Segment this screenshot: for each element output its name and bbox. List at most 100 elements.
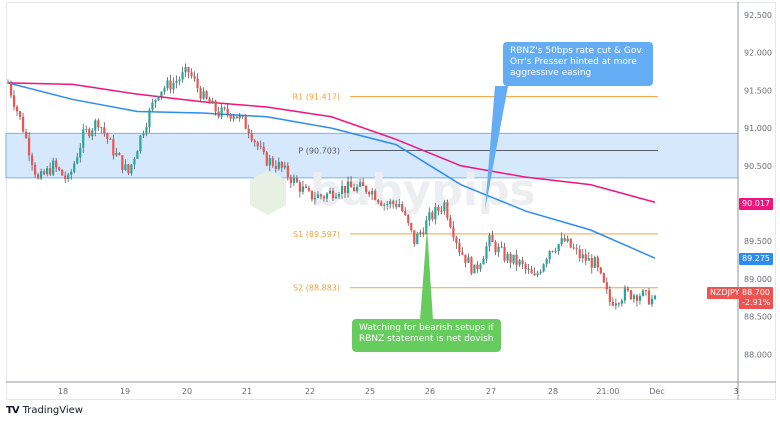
- candle-body: [21, 116, 25, 132]
- candle-body: [355, 186, 359, 192]
- candle-body: [614, 303, 617, 306]
- candle-body: [368, 191, 371, 195]
- candle-body: [307, 188, 311, 191]
- candle-body: [196, 78, 199, 89]
- candle-body: [647, 290, 651, 305]
- candle-body: [554, 251, 557, 253]
- candle-body: [446, 202, 449, 219]
- price-tick-label: 92.500: [744, 11, 772, 20]
- candle-body: [226, 108, 229, 115]
- candle-body: [139, 135, 142, 152]
- candle-body: [365, 185, 368, 192]
- candle-body: [112, 139, 115, 156]
- candle-body: [211, 100, 214, 104]
- price-tick-label: 88.000: [744, 350, 772, 359]
- candle-body: [259, 146, 262, 148]
- price-tick-label: 90.500: [744, 162, 772, 171]
- candle-body: [292, 177, 295, 183]
- candle-body: [461, 252, 464, 255]
- candle-body: [530, 269, 533, 274]
- candle-body: [33, 164, 37, 175]
- candle-body: [175, 81, 178, 83]
- candle-body: [154, 99, 157, 103]
- candle-body: [572, 247, 575, 249]
- candle-body: [145, 127, 148, 134]
- candle-body: [629, 290, 633, 300]
- candle-body: [521, 260, 524, 265]
- candle-body: [223, 107, 226, 109]
- candle-body: [352, 187, 356, 192]
- candle-body: [238, 115, 241, 119]
- candle-body: [268, 158, 271, 166]
- candle-body: [133, 158, 136, 165]
- candle-body: [157, 96, 160, 100]
- symbol-tag: NZDJPY: [707, 287, 743, 299]
- candle-body: [100, 127, 103, 129]
- candle-body: [392, 201, 395, 204]
- candle-body: [199, 88, 202, 99]
- time-tick-label: 3: [733, 387, 738, 396]
- candle-body: [283, 165, 286, 168]
- candle-body: [313, 198, 317, 200]
- candle-body: [247, 128, 250, 134]
- candle-body: [452, 227, 455, 238]
- candle-body: [539, 271, 542, 274]
- candle-body: [337, 194, 341, 197]
- candle-body: [316, 194, 320, 199]
- candle-body: [374, 190, 377, 201]
- callout-watching-pointer: [420, 228, 433, 320]
- candle-body: [82, 129, 85, 148]
- price-tick-label: 88.500: [744, 313, 772, 322]
- pivot-level-label: S1 (89.597): [293, 230, 340, 239]
- candle-body: [485, 246, 488, 259]
- candle-body: [377, 200, 380, 203]
- callout-rbnz-pointer: [485, 86, 508, 210]
- time-tick-label: 25: [365, 387, 375, 396]
- candle-body: [464, 254, 467, 263]
- candle-body: [551, 250, 554, 252]
- candle-body: [626, 288, 630, 291]
- candle-body: [79, 147, 82, 158]
- candle-body: [599, 267, 602, 274]
- candle-body: [524, 264, 527, 270]
- candle-body: [73, 163, 76, 172]
- tradingview-logo[interactable]: TV TradingView: [6, 405, 83, 416]
- candle-body: [491, 235, 494, 242]
- candle-body: [473, 264, 476, 274]
- candle-body: [575, 248, 578, 250]
- candle-body: [620, 300, 623, 304]
- candle-body: [61, 169, 64, 176]
- time-tick-label: 26: [425, 387, 435, 396]
- candle-body: [560, 238, 563, 245]
- candle-body: [548, 250, 551, 260]
- candle-body: [106, 133, 109, 140]
- candle-body: [136, 151, 139, 159]
- candle-body: [494, 241, 497, 253]
- candle-body: [650, 298, 654, 305]
- candle-body: [440, 210, 443, 212]
- candle-body: [127, 164, 130, 174]
- candle-body: [536, 273, 539, 275]
- candle-body: [94, 120, 97, 131]
- candle-body: [70, 171, 73, 175]
- babypips-watermark-icon: [250, 170, 286, 215]
- candle-body: [12, 95, 16, 107]
- candle-body: [584, 254, 587, 261]
- candle-body: [187, 67, 190, 73]
- candle-body: [103, 127, 106, 134]
- candle-body: [349, 181, 353, 188]
- candle-body: [169, 80, 172, 90]
- candle-body: [49, 168, 52, 175]
- candle-body: [605, 282, 608, 290]
- candle-body: [208, 98, 211, 104]
- candle-body: [500, 246, 503, 248]
- candle-body: [644, 290, 648, 292]
- candle-body: [623, 288, 627, 301]
- ma-slow-line: [7, 82, 656, 203]
- pivot-level-label: R1 (91.417): [293, 93, 340, 102]
- candle-body: [590, 258, 593, 268]
- candle-body: [6, 82, 10, 84]
- candle-body: [383, 204, 386, 206]
- candle-body: [380, 202, 383, 206]
